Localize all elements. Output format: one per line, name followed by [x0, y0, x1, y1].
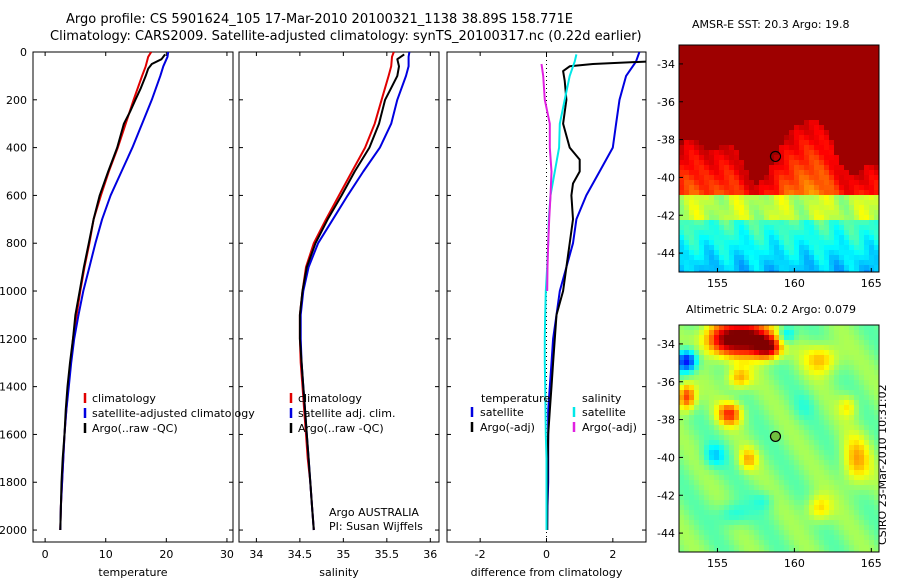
legend-label: Argo(..raw -QC): [92, 422, 178, 435]
x-tick-label: 30: [220, 548, 234, 561]
legend-label: satellite adj. clim.: [298, 407, 395, 420]
y-tick-label: 400: [6, 142, 27, 155]
y-tick-label: 800: [6, 237, 27, 250]
x-tick-label: 10: [99, 548, 113, 561]
y-tick-label: 1400: [0, 381, 27, 394]
sst-map-title: AMSR-E SST: 20.3 Argo: 19.8: [692, 18, 850, 31]
series-line-satellite-adjusted-climatology: [59, 52, 170, 531]
profile-panel-sal: 34 34.5 35 35.5 36 salinity climatology satelli…: [238, 51, 440, 579]
x-tick-label: 36: [423, 548, 437, 561]
figure-title-line-1: Argo profile: CS 5901624_105 17-Mar-2010…: [66, 12, 574, 27]
heatmap-cells: [679, 45, 879, 272]
series-line-salinity-argo-adj-: [540, 63, 553, 292]
y-tick-label: -42: [657, 209, 675, 222]
annotation-text: Argo AUSTRALIA: [329, 506, 419, 519]
legend-label: climatology: [298, 392, 362, 405]
x-tick-label: 35.5: [375, 548, 400, 561]
series-line-argo-raw-qc-: [59, 53, 166, 531]
heatmap-cells: [679, 325, 879, 552]
legend-label: satellite: [582, 406, 626, 419]
x-tick-label: 0: [543, 548, 550, 561]
y-tick-label: 1600: [0, 428, 27, 441]
sla-map-title: Altimetric SLA: 0.2 Argo: 0.079: [686, 303, 857, 316]
y-tick-label: 1000: [0, 285, 27, 298]
y-tick-label: -34: [657, 338, 675, 351]
x-axis-label: difference from climatology: [471, 566, 623, 579]
legend-label: Argo(-adj): [582, 421, 637, 434]
x-axis-label: temperature: [98, 566, 167, 579]
legend-label: satellite: [480, 406, 524, 419]
x-tick-label: 165: [861, 557, 882, 570]
legend: climatology satellite-adjusted climatolog…: [83, 392, 255, 435]
plot-frame: [238, 51, 440, 543]
x-tick-label: -2: [475, 548, 486, 561]
x-tick-label: 155: [707, 557, 728, 570]
x-tick-label: 155: [707, 277, 728, 290]
y-tick-label: 600: [6, 189, 27, 202]
x-tick-label: 165: [861, 277, 882, 290]
argo-location-marker: [769, 430, 782, 443]
legend-label: Argo(..raw -QC): [298, 422, 384, 435]
y-tick-label: 200: [6, 94, 27, 107]
map-panel-sla: 155 160 165 -34 -36 -38 -40 -42 -44: [657, 324, 882, 570]
y-tick-label: 1200: [0, 333, 27, 346]
y-tick-label: -40: [657, 451, 675, 464]
x-tick-label: 160: [784, 557, 805, 570]
x-tick-label: 2: [609, 548, 616, 561]
x-tick-label: 0: [42, 548, 49, 561]
y-tick-label: -36: [657, 376, 675, 389]
x-tick-label: 160: [784, 277, 805, 290]
y-tick-label: -40: [657, 171, 675, 184]
series-line-satellite-adj-clim-: [299, 52, 411, 531]
legend-label: satellite-adjusted climatology: [92, 407, 255, 420]
legend: climatology satellite adj. clim. Argo(..ra…: [289, 392, 395, 435]
profile-panel-temp: 0 10 20 30 temperature 0 200 400 600 800 1000 1200 1…: [0, 46, 255, 579]
figure-title-line-2: Climatology: CARS2009. Satellite-adjuste…: [50, 29, 642, 44]
y-tick-label: -44: [657, 527, 675, 540]
y-tick-label: 1800: [0, 476, 27, 489]
x-tick-label: 34: [249, 548, 263, 561]
y-tick-label: -42: [657, 489, 675, 502]
y-tick-label: -38: [657, 414, 675, 427]
plot-frame: [32, 51, 234, 543]
legend-label: Argo(-adj): [480, 421, 535, 434]
annotation-text: PI: Susan Wijffels: [329, 520, 423, 533]
map-frame: [678, 324, 880, 553]
series-line-temperature-satellite: [546, 52, 641, 531]
map-frame: [678, 44, 880, 273]
y-tick-label: 2000: [0, 524, 27, 537]
series-line-argo-raw-qc-: [298, 53, 405, 531]
x-axis-label: salinity: [319, 566, 359, 579]
y-tick-label: -36: [657, 96, 675, 109]
x-tick-label: 35: [336, 548, 350, 561]
map-panel-sst: 155 160 165 -34 -36 -38 -40 -42 -44: [657, 44, 882, 290]
legend-label: climatology: [92, 392, 156, 405]
argo-location-marker: [769, 150, 782, 163]
profile-panel-diff: -2 0 2 difference from climatology temperatu…: [446, 51, 647, 579]
legend-heading-salinity: salinity: [582, 392, 622, 405]
y-tick-label: -34: [657, 58, 675, 71]
x-tick-label: 34.5: [288, 548, 313, 561]
x-tick-label: 20: [159, 548, 173, 561]
legend: temperature salinitysatelliteArgo(-adj)sa…: [470, 392, 637, 434]
y-tick-label: 0: [20, 46, 27, 59]
series-line-climatology: [59, 52, 153, 531]
y-tick-label: -44: [657, 247, 675, 260]
series-line-temperature-argo-adj-: [546, 60, 646, 530]
y-tick-label: -38: [657, 134, 675, 147]
legend-heading-temperature: temperature: [481, 392, 550, 405]
